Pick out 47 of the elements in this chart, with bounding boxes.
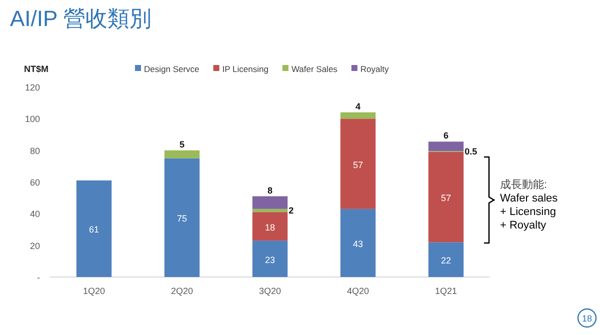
bar [252,212,288,241]
bar [252,240,288,277]
data-label: 61 [88,224,100,235]
y-tick-label: 100 [24,114,40,124]
y-axis-title: NT$M [24,64,48,74]
legend-label: IP Licensing [222,64,269,74]
data-label: 2 [288,206,294,216]
y-tick-label: 80 [30,146,40,156]
bar [428,242,464,277]
data-label: 22 [440,256,452,266]
legend-label: Design Servce [144,64,200,74]
y-tick-label: - [37,272,40,282]
data-label: 57 [440,193,452,204]
bar [340,112,376,119]
bar [428,142,464,152]
bar [76,180,112,277]
y-tick-label: 120 [24,82,40,92]
legend-label: Wafer Sales [291,64,338,74]
data-label: 23 [264,254,276,265]
data-label: 5 [179,139,185,150]
text: 18 [582,314,592,324]
bar [340,118,376,209]
data-label: 8 [267,185,273,196]
y-tick-label: 60 [30,178,40,188]
data-label: 43 [352,238,364,249]
bar [252,208,288,212]
data-label: 4 [355,101,361,112]
data-label: 0.5 [464,146,478,157]
text: 成長動能: Wafer sales + Licensing + Royalty [500,178,558,232]
data-label: 6 [443,130,449,141]
data-label: 57 [352,160,364,170]
x-tick-label: 1Q21 [434,286,458,296]
x-tick-label: 2Q20 [170,286,194,296]
data-label: 18 [264,222,276,232]
bar [164,158,200,277]
y-tick-label: 40 [30,209,40,220]
data-label: 75 [176,214,188,224]
x-tick-label: 4Q20 [346,286,370,296]
chart-title: AI/IP 營收類別 [10,6,152,31]
bar [164,150,200,158]
legend-label: Royalty [360,64,390,74]
x-tick-label: 1Q20 [82,286,106,296]
bar [340,208,376,277]
x-tick-label: 3Q20 [258,286,282,296]
y-tick-label: 20 [30,240,40,251]
bar [252,196,288,209]
bar [428,152,464,242]
